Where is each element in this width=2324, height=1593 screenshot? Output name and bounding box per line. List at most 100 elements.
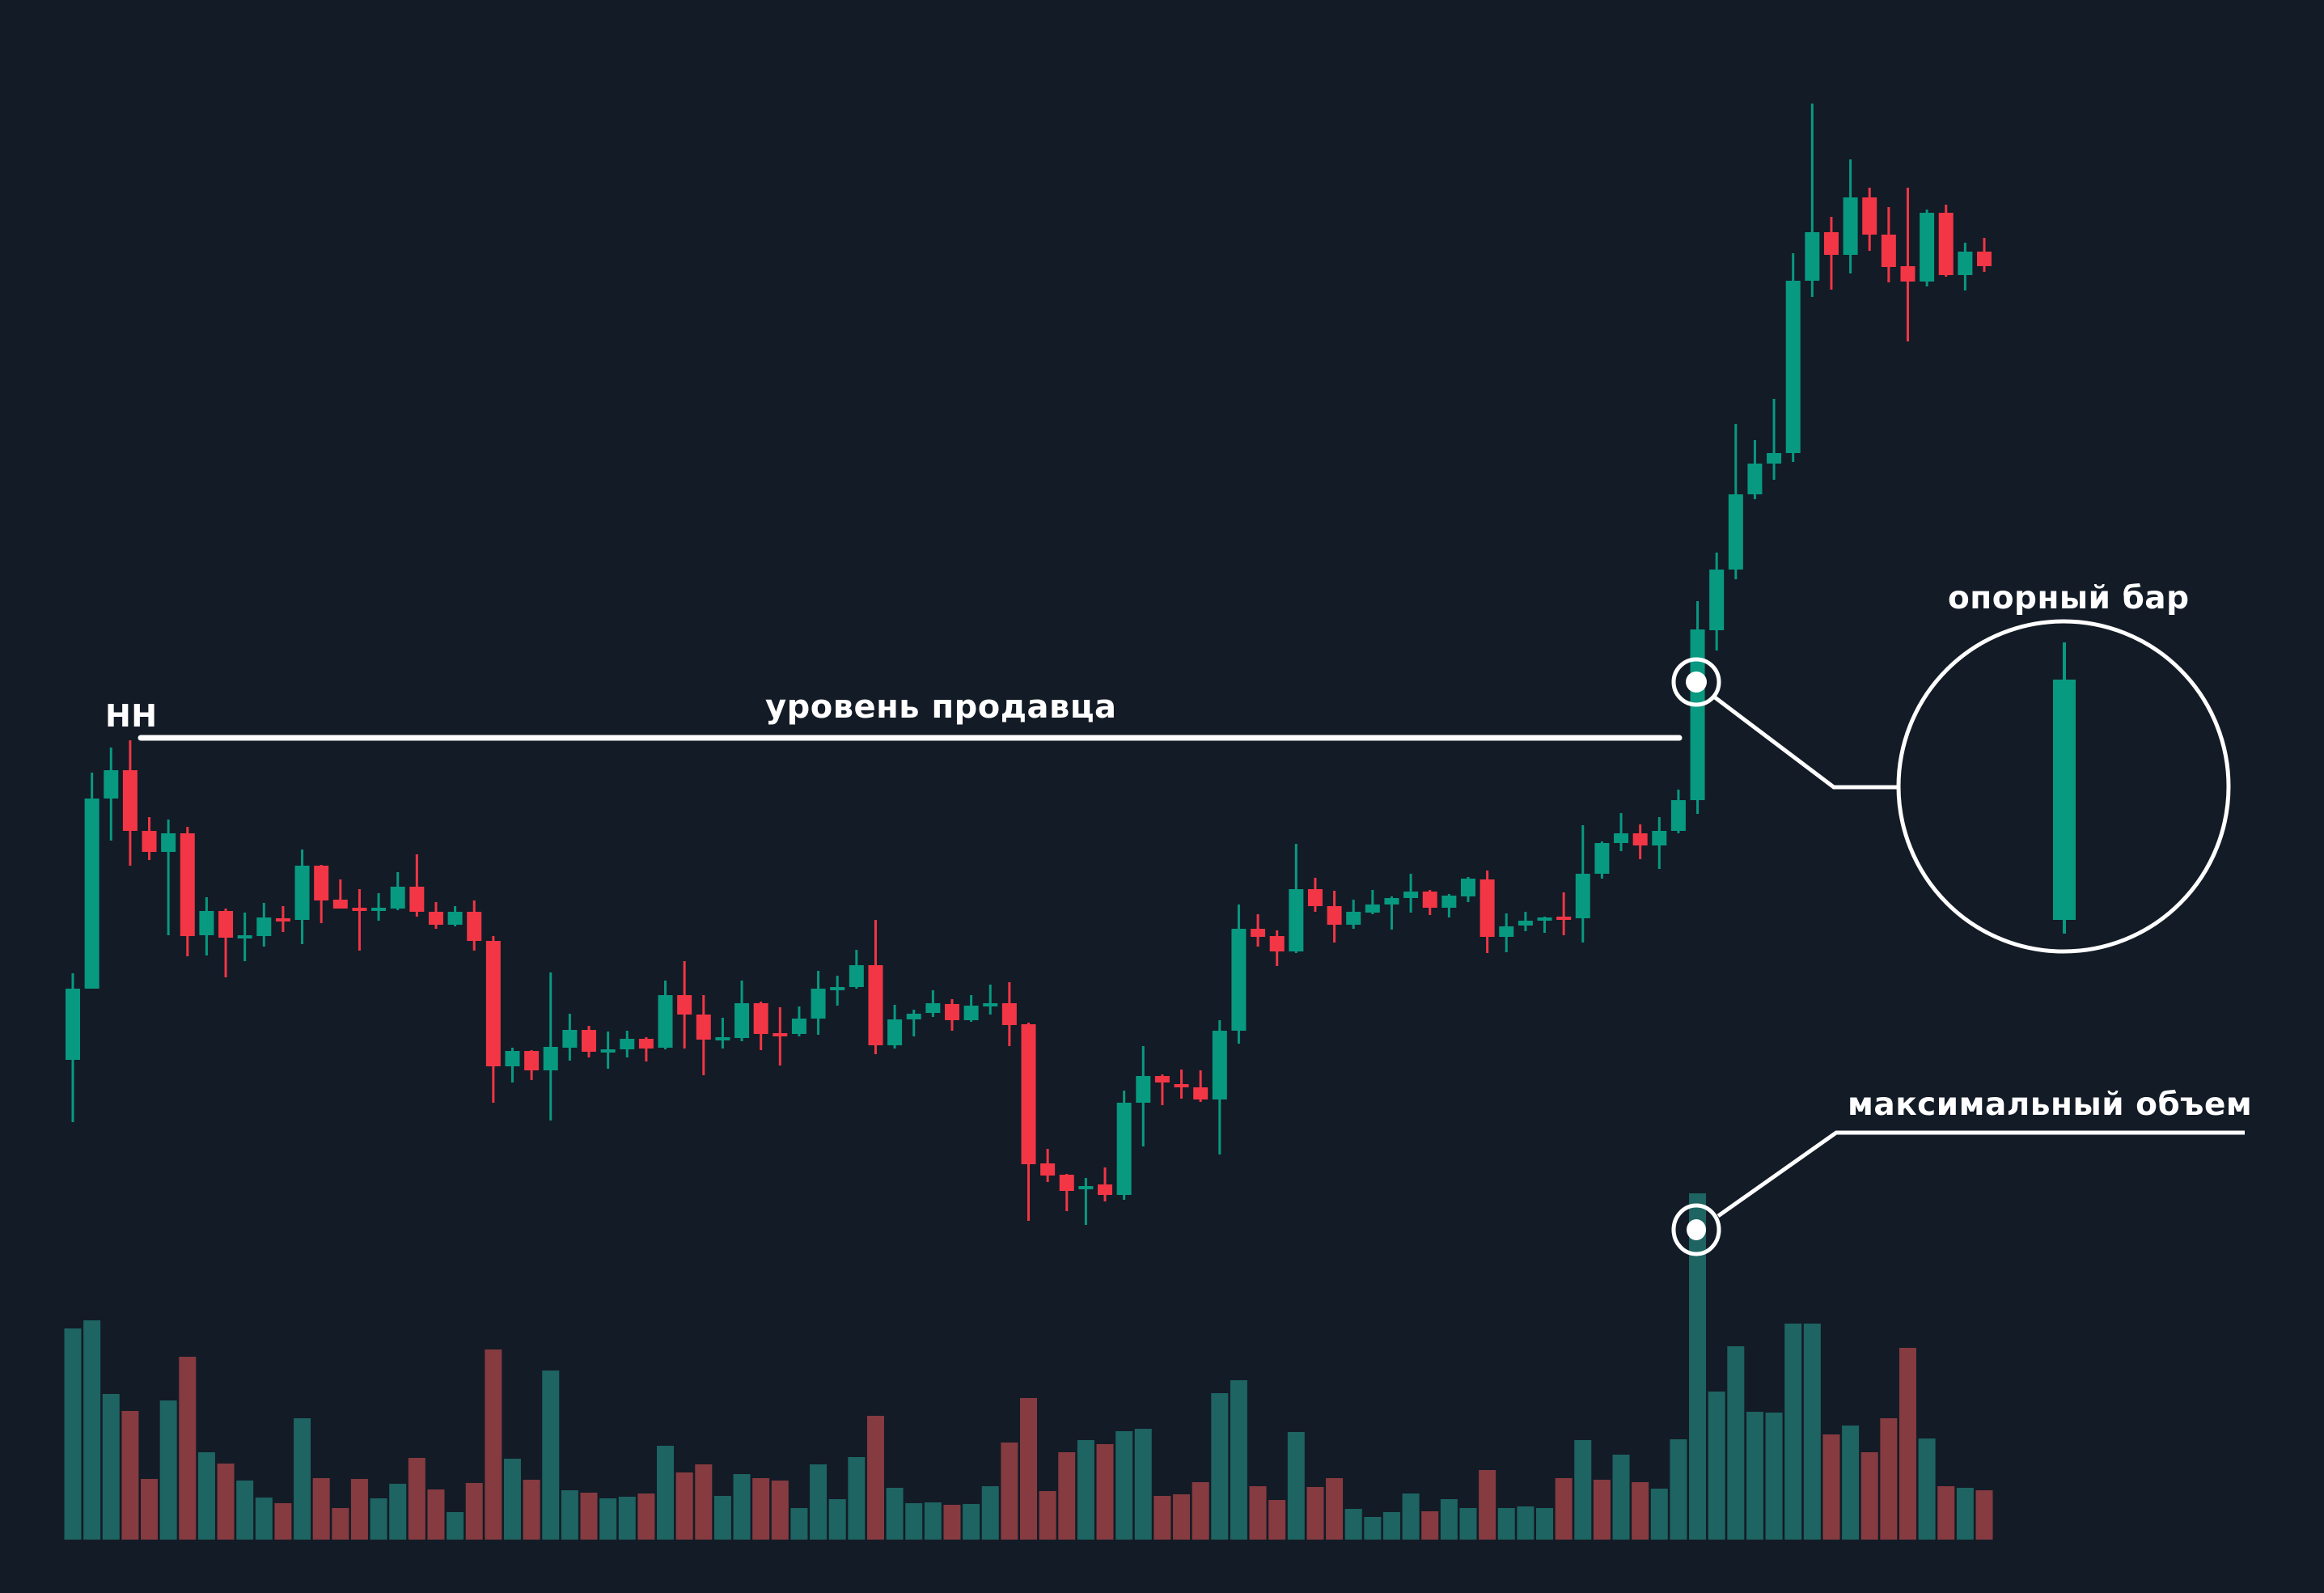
candle-body — [1231, 929, 1247, 1031]
volume-bar — [771, 1481, 789, 1540]
candle-body — [811, 989, 826, 1019]
volume-bar — [1860, 1452, 1878, 1540]
candle — [944, 999, 959, 1031]
volume-bar — [1650, 1489, 1668, 1540]
volume-bar — [1612, 1455, 1630, 1540]
candle — [1365, 890, 1380, 914]
candle — [371, 893, 387, 921]
candle-body — [1958, 252, 1973, 275]
candle-body — [352, 908, 367, 911]
candle — [868, 920, 883, 1054]
volume-bar — [1765, 1413, 1783, 1540]
candle-body — [1518, 921, 1533, 926]
candle — [1920, 210, 1935, 286]
candle-body — [1670, 800, 1686, 831]
volume-bar — [1459, 1508, 1477, 1540]
volume-bar — [1975, 1490, 1993, 1540]
volume-bar — [427, 1489, 445, 1540]
candle-body — [371, 908, 387, 911]
candle — [696, 995, 711, 1075]
candle — [1977, 238, 1992, 272]
candle-body — [1078, 1186, 1094, 1189]
volume-bar — [580, 1493, 598, 1540]
candle — [1174, 1070, 1189, 1099]
volume-bar — [1918, 1438, 1936, 1540]
volume-bar — [943, 1505, 961, 1540]
candle — [1537, 917, 1552, 933]
volume-bar — [294, 1418, 311, 1540]
candle — [830, 976, 845, 1006]
candle — [983, 985, 998, 1015]
volume-bar — [1268, 1500, 1286, 1540]
candle-body — [294, 866, 310, 920]
candle — [963, 995, 979, 1022]
candle — [161, 820, 176, 935]
volume-bar — [236, 1481, 254, 1540]
candle — [1785, 253, 1801, 462]
volume-bar — [1555, 1478, 1573, 1540]
candle-body — [1499, 926, 1514, 937]
candle-body — [1594, 843, 1610, 874]
volume-bar — [1173, 1494, 1191, 1540]
volume-bar — [675, 1472, 693, 1540]
candle-body — [1479, 879, 1495, 937]
candle-body — [1040, 1163, 1056, 1176]
volume-bar — [1402, 1493, 1420, 1540]
candle — [925, 990, 941, 1017]
volume-bar — [121, 1411, 139, 1540]
candle-body — [505, 1051, 520, 1066]
candle-body — [409, 887, 425, 912]
volume-bar — [1784, 1324, 1802, 1540]
candle — [791, 1006, 806, 1036]
candle-body — [447, 912, 463, 925]
candle — [1881, 207, 1896, 282]
volume-bar — [886, 1488, 904, 1540]
candle — [849, 950, 864, 989]
annotations — [138, 619, 2245, 1256]
candle — [1823, 217, 1839, 290]
volume-bar — [713, 1496, 731, 1540]
candle-body — [428, 912, 443, 925]
candle-body — [1001, 1003, 1017, 1025]
candle — [677, 961, 692, 1049]
volume-bar — [408, 1458, 425, 1540]
candle-body — [543, 1047, 558, 1070]
candle-body — [1614, 833, 1629, 843]
volume-bar — [1880, 1418, 1898, 1540]
candle-body — [638, 1039, 654, 1049]
candle-body — [1728, 494, 1743, 570]
candle — [1021, 1023, 1036, 1221]
candle — [638, 1037, 654, 1061]
candle — [84, 773, 99, 989]
candle — [1575, 825, 1590, 943]
candle — [1747, 440, 1763, 499]
candle — [66, 973, 80, 1122]
candle-body — [1403, 892, 1419, 898]
max-volume-marker-icon — [1671, 1203, 1721, 1256]
candle-body — [620, 1039, 635, 1049]
candle-body — [1537, 917, 1552, 921]
reference-bar-leader-line — [1713, 696, 1897, 790]
candle — [218, 909, 234, 977]
candle-body — [830, 987, 845, 990]
candle-body — [1575, 874, 1590, 918]
candle-body — [696, 1015, 711, 1040]
candle-body — [485, 941, 501, 1066]
candle — [1059, 1174, 1074, 1211]
candle — [1040, 1149, 1056, 1182]
candle-body — [1116, 1103, 1132, 1195]
volume-bar — [447, 1512, 464, 1540]
volume-bar — [1479, 1470, 1496, 1540]
candle-body — [1881, 235, 1896, 267]
candle — [1499, 913, 1514, 952]
candle — [1767, 399, 1782, 480]
candle — [505, 1048, 520, 1082]
candle — [582, 1026, 597, 1057]
candle-body — [1346, 912, 1361, 925]
candle-body — [1747, 464, 1763, 494]
volume-bar — [1230, 1380, 1247, 1540]
candle-body — [1021, 1024, 1036, 1164]
volume-bar — [790, 1508, 808, 1540]
candle-body — [390, 887, 405, 909]
